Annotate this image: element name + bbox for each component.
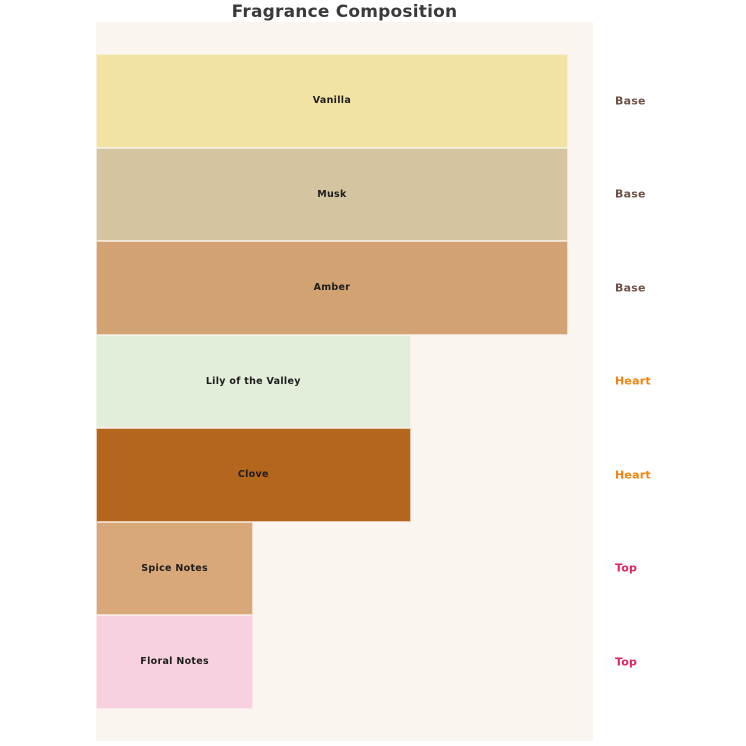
bar: Vanilla [96,54,568,148]
bar: Lily of the Valley [96,334,411,428]
bar: Clove [96,428,411,522]
bar-label: Lily of the Valley [205,375,301,387]
bar-row: Spice Notes [96,521,593,615]
group-label: Heart [615,374,651,388]
bar-row: Clove [96,428,593,522]
bar-row: Amber [96,241,593,335]
bar: Floral Notes [96,615,254,709]
bar: Amber [96,241,568,335]
bar-row: Vanilla [96,54,593,148]
bar-label: Musk [317,188,347,200]
group-label: Top [615,561,638,575]
bar: Spice Notes [96,521,254,615]
bar-label: Floral Notes [140,656,209,668]
group-label: Base [615,94,646,108]
bar-label: Vanilla [312,95,352,107]
plot-area: Vanilla Musk Amber Lily of the Valley Cl… [96,22,593,741]
bar-label: Amber [313,282,351,294]
bar-row: Floral Notes [96,615,593,709]
bar-row: Musk [96,147,593,241]
chart-title: Fragrance Composition [231,2,458,22]
group-label: Base [615,281,646,295]
bar-label: Clove [237,469,269,481]
group-label: Heart [615,468,651,482]
bar-group: Vanilla Musk Amber Lily of the Valley Cl… [96,54,593,709]
group-label: Top [615,655,638,669]
bar: Musk [96,147,568,241]
group-label: Base [615,187,646,201]
bar-label: Spice Notes [141,562,208,574]
bar-row: Lily of the Valley [96,334,593,428]
